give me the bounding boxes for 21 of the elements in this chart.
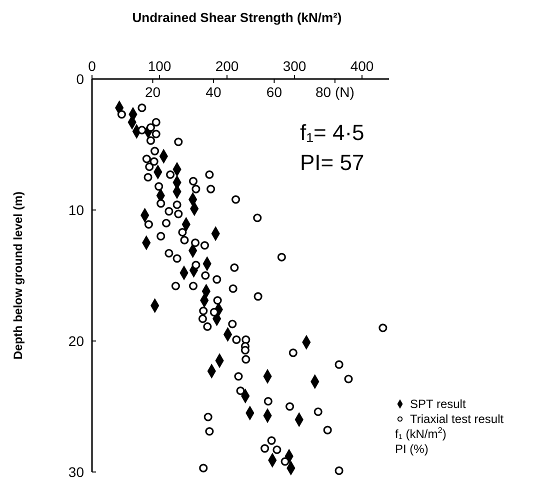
y-axis-title: Depth below ground level (m) <box>11 191 25 360</box>
x2-tick-label: 40 <box>206 84 222 100</box>
annotation: PI= 57 <box>300 150 364 175</box>
text: PI (%) <box>395 442 428 456</box>
y-tick-label: 20 <box>68 333 84 349</box>
y-tick-label: 10 <box>68 202 84 218</box>
x-tick-label: 300 <box>282 58 306 74</box>
x-axis-title: Undrained Shear Strength (kN/m²) <box>132 10 342 25</box>
x2-tick-label: 20 <box>144 84 161 100</box>
x-tick-label: 400 <box>350 58 374 74</box>
x-tick-label: 200 <box>215 58 239 74</box>
annotation: f₁= 4·5 <box>300 120 364 145</box>
y-tick-label: 30 <box>68 464 84 479</box>
x-tick-label: 0 <box>88 58 96 74</box>
x-tick-label: 100 <box>148 58 172 74</box>
x2-tick-label: 60 <box>266 84 282 100</box>
y-tick-label: 0 <box>76 71 84 87</box>
x2-tick-label: 80 (N) <box>315 84 354 100</box>
legend-label: Triaxial test result <box>410 412 504 426</box>
text: f₁ (kN/m$^{2}$) <box>395 425 446 441</box>
legend-label: SPT result <box>410 397 466 411</box>
